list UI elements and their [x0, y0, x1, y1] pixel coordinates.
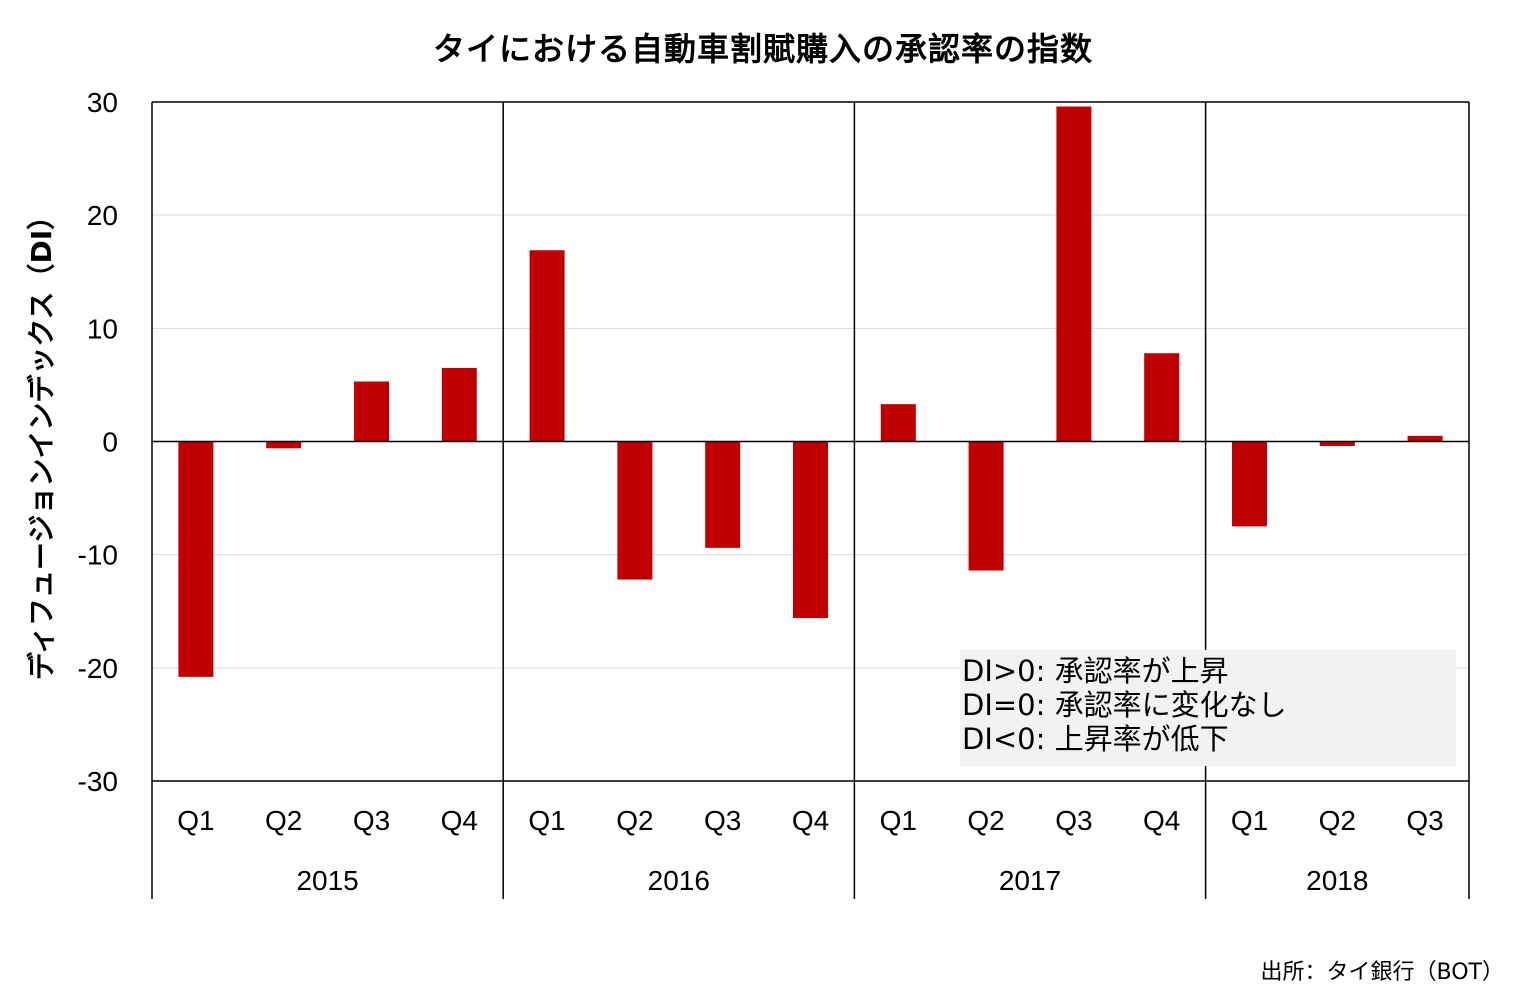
bar — [617, 441, 653, 580]
x-tick-label: Q1 — [528, 805, 565, 836]
group-label: 2018 — [1306, 865, 1368, 896]
x-tick-label: Q2 — [265, 805, 302, 836]
annotation-line: DI<0: 上昇率が低下 — [962, 722, 1229, 756]
x-tick-label: Q4 — [1143, 805, 1180, 836]
y-tick-label: 0 — [102, 427, 118, 458]
bar — [529, 250, 565, 442]
x-tick-label: Q3 — [1406, 805, 1443, 836]
bar — [880, 404, 916, 442]
bar — [178, 441, 214, 677]
x-tick-label: Q3 — [704, 805, 741, 836]
bar — [705, 441, 741, 548]
bar — [1407, 435, 1443, 442]
x-tick-label: Q3 — [353, 805, 390, 836]
chart-title: タイにおける自動車割賦購入の承認率の指数 — [432, 30, 1093, 68]
bar — [1056, 106, 1092, 442]
x-tick-label: Q3 — [1055, 805, 1092, 836]
x-tick-label: Q1 — [880, 805, 917, 836]
annotation-box: DI>0: 承認率が上昇 DI=0: 承認率に変化なし DI<0: 上昇率が低下 — [960, 650, 1456, 766]
bar — [1319, 441, 1355, 447]
x-tick-label: Q2 — [967, 805, 1004, 836]
x-tick-label: Q4 — [792, 805, 829, 836]
bar — [1144, 353, 1180, 442]
group-label: 2016 — [648, 865, 710, 896]
x-tick-label: Q2 — [1319, 805, 1356, 836]
x-tick-label: Q4 — [441, 805, 478, 836]
y-tick-label: 10 — [87, 313, 118, 344]
source-note: 出所：タイ銀行（BOT） — [1260, 960, 1504, 985]
bar — [441, 367, 477, 442]
annotation-line: DI>0: 承認率が上昇 — [962, 654, 1229, 688]
bar — [354, 381, 389, 442]
bar — [266, 441, 302, 449]
x-tick-label: Q1 — [177, 805, 214, 836]
bar — [1232, 441, 1267, 527]
y-tick-label: 30 — [87, 87, 118, 118]
bar — [793, 441, 828, 619]
x-tick-label: Q1 — [1231, 805, 1268, 836]
y-tick-label: 20 — [87, 200, 118, 231]
annotation-line: DI=0: 承認率に変化なし — [962, 688, 1287, 722]
group-label: 2017 — [999, 865, 1061, 896]
bar — [968, 441, 1004, 571]
y-tick-label: -10 — [78, 540, 118, 571]
x-tick-label: Q2 — [616, 805, 653, 836]
y-tick-label: -30 — [78, 766, 118, 797]
group-label: 2015 — [296, 865, 358, 896]
y-tick-label: -20 — [78, 653, 118, 684]
